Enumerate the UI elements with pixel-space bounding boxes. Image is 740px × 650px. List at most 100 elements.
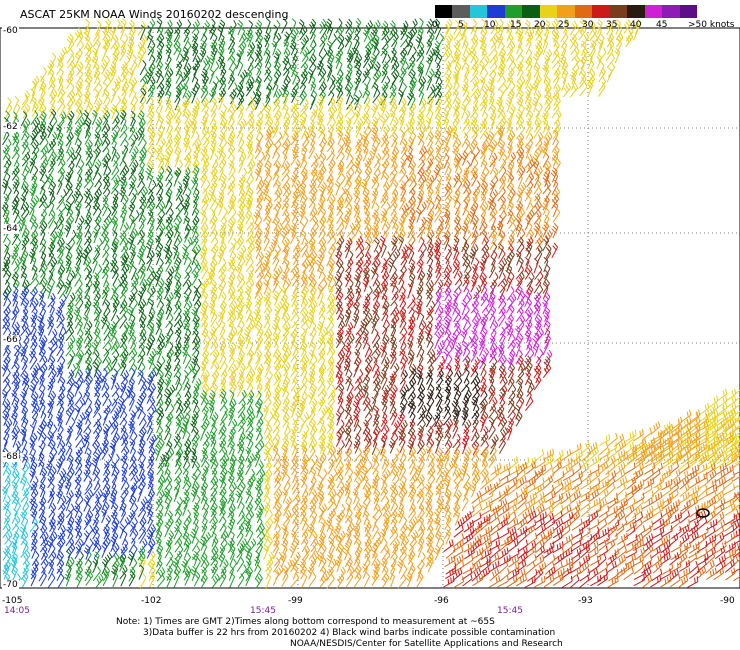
wind-barb	[253, 180, 266, 194]
wind-barb	[540, 124, 551, 139]
wind-barb	[124, 126, 136, 140]
wind-barb	[162, 103, 173, 118]
wind-barb	[513, 68, 525, 82]
wind-barb	[225, 104, 238, 118]
wind-barb	[107, 130, 118, 145]
wind-barb	[324, 91, 335, 106]
wind-barb	[161, 76, 172, 91]
wind-barb	[70, 130, 80, 145]
wind-barb	[396, 83, 407, 98]
wind-barb	[430, 165, 440, 180]
wind-barb	[153, 166, 165, 180]
wind-barb	[270, 49, 281, 64]
wind-barb	[172, 46, 182, 61]
wind-barb	[592, 54, 602, 69]
wind-barb	[476, 144, 488, 159]
wind-barb	[316, 137, 328, 152]
wind-barb	[405, 47, 417, 61]
wind-barb	[18, 91, 30, 105]
wind-barb	[162, 47, 172, 62]
wind-barb	[532, 34, 543, 49]
wind-barb	[307, 160, 319, 174]
wind-barb	[344, 48, 357, 62]
wind-barb	[522, 39, 532, 54]
wind-barb	[494, 125, 504, 140]
wind-barb	[448, 125, 458, 140]
wind-barb	[162, 180, 173, 195]
wind-barb	[324, 97, 336, 111]
wind-barb	[180, 138, 190, 153]
wind-barb	[279, 56, 290, 71]
wind-barb	[414, 62, 424, 77]
wind-barb	[64, 111, 75, 126]
wind-barb	[82, 180, 94, 194]
wind-barb	[279, 40, 289, 55]
wind-barb	[109, 76, 122, 90]
wind-barb	[387, 133, 399, 148]
wind-barb	[127, 96, 139, 111]
wind-barb	[324, 151, 335, 166]
wind-barb	[10, 103, 21, 118]
wind-barb	[558, 69, 568, 84]
wind-barb	[82, 140, 94, 155]
wind-barb	[54, 151, 65, 166]
wind-barb	[0, 130, 10, 145]
wind-barb	[179, 167, 192, 181]
wind-barb	[334, 96, 344, 111]
wind-barb	[252, 42, 262, 57]
wind-barb	[468, 77, 480, 91]
wind-barb	[199, 56, 211, 70]
wind-barb	[99, 69, 111, 83]
wind-barb	[477, 41, 487, 56]
wind-barb	[19, 104, 31, 118]
wind-barb	[55, 102, 66, 117]
wind-barb	[559, 83, 572, 97]
wind-barb	[298, 47, 310, 61]
wind-barb	[54, 167, 66, 181]
wind-barb	[315, 91, 326, 106]
wind-barb	[91, 98, 103, 112]
wind-barb	[316, 33, 329, 47]
wind-barb	[252, 111, 264, 125]
wind-barb	[278, 174, 290, 188]
wind-barb	[172, 69, 183, 84]
wind-barb	[278, 161, 291, 175]
wind-barb	[305, 46, 316, 61]
wind-barb	[127, 160, 139, 174]
wind-barb	[379, 76, 391, 90]
wind-barb	[323, 174, 334, 189]
wind-barb	[442, 33, 454, 48]
wind-barb	[244, 91, 257, 105]
wind-barb	[379, 173, 390, 188]
wind-barb	[270, 33, 283, 47]
wind-barb	[54, 139, 64, 154]
wind-barb	[261, 53, 271, 68]
wind-barb	[369, 112, 382, 126]
wind-barb	[405, 160, 417, 175]
wind-barb	[512, 139, 524, 153]
wind-barb	[414, 167, 425, 182]
wind-barb	[62, 40, 74, 54]
wind-barb	[234, 131, 244, 146]
wind-barb	[522, 102, 533, 117]
wind-barb	[352, 118, 364, 132]
wind-barb	[43, 123, 54, 138]
wind-barbs	[0, 18, 740, 588]
wind-barb	[235, 168, 247, 182]
wind-barb	[153, 103, 163, 118]
wind-barb	[334, 160, 345, 175]
wind-barb	[352, 60, 362, 75]
wind-barb	[415, 77, 427, 91]
wind-barb	[161, 20, 174, 34]
wind-barb	[170, 132, 182, 146]
wind-barb	[361, 152, 373, 166]
wind-barb	[288, 168, 299, 183]
wind-barb	[216, 181, 227, 196]
wind-barb	[333, 60, 343, 75]
wind-barb	[406, 95, 417, 110]
wind-barb	[118, 56, 131, 70]
wind-barb	[502, 97, 512, 112]
wind-barb	[477, 172, 487, 187]
wind-barb	[224, 181, 236, 195]
wind-barb	[253, 117, 264, 132]
